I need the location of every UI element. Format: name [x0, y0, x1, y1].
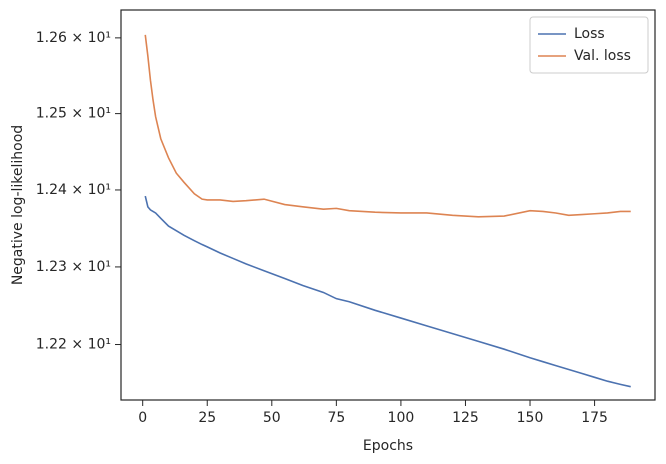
line-series	[144, 195, 631, 388]
plot-frame	[120, 9, 656, 401]
x-tick-label: 150	[517, 410, 544, 426]
y-tick-label: 1.24 × 10¹	[36, 182, 111, 198]
y-tick-label: 1.23 × 10¹	[36, 259, 111, 275]
x-tick-label: 25	[198, 410, 216, 426]
x-tick-label: 50	[263, 410, 281, 426]
x-tick-label: 0	[138, 410, 147, 426]
legend-label: Loss	[574, 26, 605, 42]
y-tick-label: 1.26 × 10¹	[36, 30, 111, 46]
y-tick-label: 1.25 × 10¹	[36, 106, 111, 122]
x-axis-label: Epochs	[363, 438, 413, 454]
y-tick-label: 1.22 × 10¹	[36, 337, 111, 353]
legend-label: Val. loss	[574, 48, 631, 64]
y-axis-label: Negative log-likelihood	[10, 125, 26, 285]
line-series	[144, 34, 631, 218]
x-tick-label: 100	[388, 410, 415, 426]
x-tick-label: 75	[327, 410, 345, 426]
legend-box	[529, 16, 649, 74]
x-tick-label: 125	[452, 410, 479, 426]
x-tick-label: 175	[581, 410, 608, 426]
